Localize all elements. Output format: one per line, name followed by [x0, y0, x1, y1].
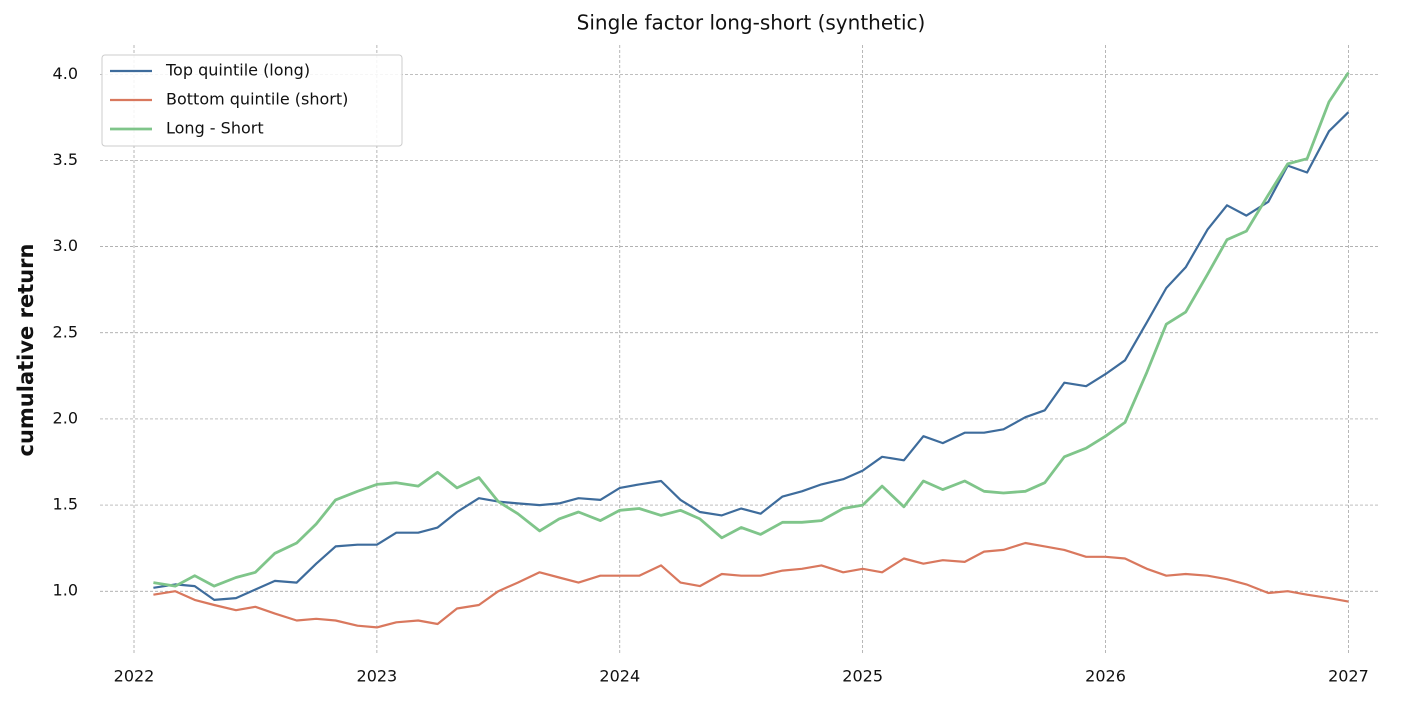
- line: [153, 111, 1350, 601]
- x-tick-label: 2023: [357, 667, 398, 686]
- legend-label: Top quintile (long): [165, 61, 310, 80]
- y-axis-label: cumulative return: [14, 244, 38, 457]
- legend-label: Long - Short: [166, 119, 264, 138]
- y-tick-label: 2.0: [53, 408, 78, 427]
- y-tick-label: 2.5: [53, 322, 78, 341]
- line: [153, 71, 1350, 588]
- x-tick-label: 2024: [599, 667, 640, 686]
- y-tick-label: 3.5: [53, 150, 78, 169]
- x-tick-label: 2026: [1085, 667, 1126, 686]
- x-tick-label: 2025: [842, 667, 883, 686]
- y-tick-label: 3.0: [53, 236, 78, 255]
- y-tick-label: 1.0: [53, 581, 78, 600]
- y-tick-label: 1.5: [53, 495, 78, 514]
- chart-title: Single factor long-short (synthetic): [577, 11, 926, 35]
- y-tick-label: 4.0: [53, 64, 78, 83]
- x-tick-label: 2027: [1328, 667, 1369, 686]
- x-tick-label: 2022: [114, 667, 155, 686]
- legend-box: [101, 54, 403, 147]
- legend-label: Bottom quintile (short): [166, 90, 348, 109]
- line: [153, 541, 1349, 629]
